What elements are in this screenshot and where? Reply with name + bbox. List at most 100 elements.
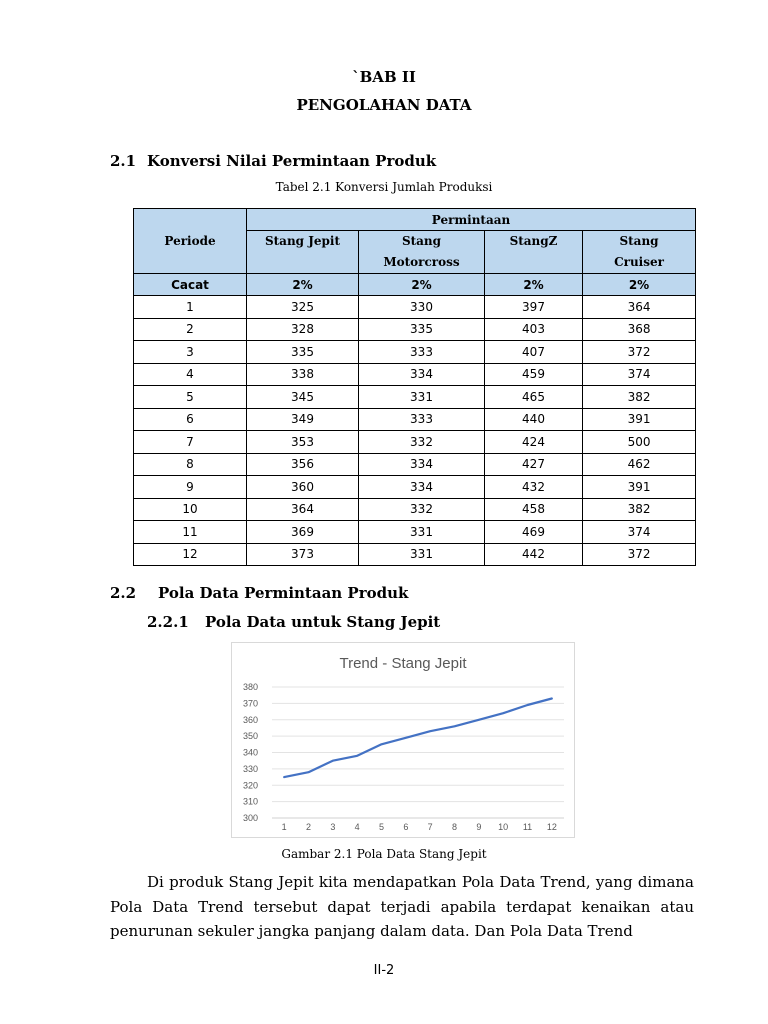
demand-cell: 325	[246, 295, 359, 319]
section-heading-2-2-1: 2.2.1 Pola Data untuk Stang Jepit	[147, 613, 440, 631]
demand-cell: 333	[358, 340, 485, 364]
y-tick-label: 330	[243, 764, 258, 774]
x-tick-label: 4	[355, 822, 360, 832]
table-row: 3 335 333 407 372	[133, 340, 697, 364]
header-product: Stang Jepit	[246, 230, 359, 274]
demand-cell: 330	[358, 295, 485, 319]
x-tick-label: 10	[498, 822, 508, 832]
demand-cell: 459	[484, 362, 583, 386]
x-tick-label: 3	[330, 822, 335, 832]
cacat-value: 2%	[484, 273, 583, 296]
table-caption: Tabel 2.1 Konversi Jumlah Produksi	[275, 180, 493, 194]
demand-cell: 391	[581, 407, 697, 431]
x-tick-label: 7	[428, 822, 433, 832]
period-cell: 9	[133, 475, 247, 499]
demand-cell: 332	[358, 430, 485, 454]
chapter-label: `BAB II	[352, 68, 416, 86]
y-tick-label: 360	[243, 715, 258, 725]
demand-cell: 334	[358, 362, 485, 386]
table-row: 7 353 332 424 500	[133, 430, 697, 454]
x-tick-label: 12	[547, 822, 557, 832]
table-row: 10 364 332 458 382	[133, 497, 697, 521]
demand-cell: 349	[246, 407, 359, 431]
period-cell: 7	[133, 430, 247, 454]
period-cell: 11	[133, 520, 247, 544]
period-cell: 4	[133, 362, 247, 386]
table-row: 2 328 335 403 368	[133, 317, 697, 341]
section-title: Pola Data Permintaan Produk	[158, 584, 409, 602]
header-product: Stang Motorcross	[358, 230, 485, 274]
trend-chart: Trend - Stang Jepit 300 310 320 330 340 350 36…	[231, 642, 575, 838]
demand-cell: 364	[246, 497, 359, 521]
table-row: 6 349 333 440 391	[133, 407, 697, 431]
demand-cell: 374	[581, 520, 697, 544]
body-paragraph: Di produk Stang Jepit kita mendapatkan P…	[110, 870, 694, 944]
table-row: 8 356 334 427 462	[133, 452, 697, 476]
y-tick-label: 320	[243, 780, 258, 790]
figure-caption: Gambar 2.1 Pola Data Stang Jepit	[281, 847, 487, 861]
demand-cell: 364	[581, 295, 697, 319]
header-permintaan: Permintaan	[245, 208, 697, 231]
x-tick-label: 8	[452, 822, 457, 832]
demand-cell: 500	[581, 430, 697, 454]
x-tick-label: 6	[403, 822, 408, 832]
x-tick-label: 5	[379, 822, 384, 832]
demand-cell: 372	[581, 542, 697, 566]
cacat-value: 2%	[246, 273, 359, 296]
header-product: Stang Cruiser	[581, 230, 697, 274]
section-heading-2-1: 2.1 Konversi Nilai Permintaan Produk	[110, 152, 436, 170]
demand-cell: 462	[581, 452, 697, 476]
trend-series-line	[283, 697, 553, 779]
demand-cell: 334	[358, 475, 485, 499]
demand-table: Periode Permintaan Stang Jepit Stang Moto…	[133, 208, 697, 566]
demand-cell: 332	[358, 497, 485, 521]
period-cell: 2	[133, 317, 247, 341]
x-tick-label: 9	[476, 822, 481, 832]
x-tick-label: 2	[306, 822, 311, 832]
period-cell: 10	[133, 497, 247, 521]
table-row: 4 338 334 459 374	[133, 362, 697, 386]
section-title: Pola Data untuk Stang Jepit	[205, 613, 441, 631]
y-tick-label: 310	[243, 797, 258, 807]
demand-cell: 333	[358, 407, 485, 431]
period-cell: 6	[133, 407, 247, 431]
table-row: 9 360 334 432 391	[133, 475, 697, 499]
demand-cell: 338	[246, 362, 359, 386]
demand-cell: 373	[246, 542, 359, 566]
section-title: Konversi Nilai Permintaan Produk	[147, 152, 437, 170]
demand-cell: 424	[484, 430, 583, 454]
y-tick-label: 340	[243, 748, 258, 758]
demand-cell: 372	[581, 340, 697, 364]
demand-cell: 382	[581, 497, 697, 521]
header-product: StangZ	[484, 230, 583, 274]
x-tick-label: 11	[523, 822, 532, 832]
x-tick-label: 1	[282, 822, 287, 832]
section-number: 2.2.1	[147, 613, 189, 631]
demand-cell: 391	[581, 475, 697, 499]
demand-cell: 427	[484, 452, 583, 476]
demand-cell: 331	[358, 542, 485, 566]
demand-cell: 335	[358, 317, 485, 341]
table-row: 11 369 331 469 374	[133, 520, 697, 544]
table-row: 5 345 331 465 382	[133, 385, 697, 409]
demand-cell: 382	[581, 385, 697, 409]
y-tick-label: 350	[243, 731, 258, 741]
period-cell: 5	[133, 385, 247, 409]
demand-cell: 353	[246, 430, 359, 454]
y-tick-label: 370	[243, 698, 258, 708]
demand-cell: 345	[246, 385, 359, 409]
demand-cell: 331	[358, 520, 485, 544]
y-tick-label: 380	[243, 682, 258, 692]
period-cell: 12	[133, 542, 247, 566]
demand-cell: 397	[484, 295, 583, 319]
demand-cell: 403	[484, 317, 583, 341]
table-row: 1 325 330 397 364	[133, 295, 697, 319]
page-number: II-2	[373, 963, 395, 978]
demand-cell: 374	[581, 362, 697, 386]
demand-cell: 442	[484, 542, 583, 566]
header-periode: Periode	[133, 208, 247, 274]
demand-cell: 465	[484, 385, 583, 409]
demand-cell: 356	[246, 452, 359, 476]
paragraph-text: Di produk Stang Jepit kita mendapatkan P…	[110, 873, 694, 940]
demand-cell: 440	[484, 407, 583, 431]
